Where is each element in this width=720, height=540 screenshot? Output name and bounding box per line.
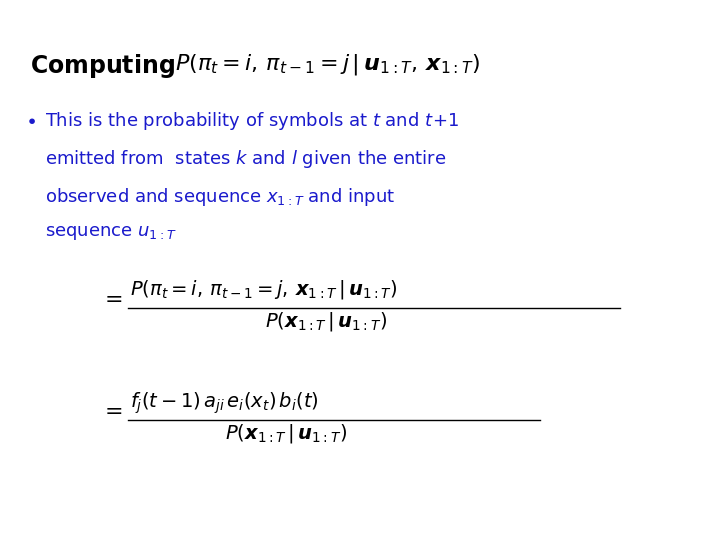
Text: $\mathbf{Computing}$: $\mathbf{Computing}$ bbox=[30, 52, 175, 80]
Text: $=$: $=$ bbox=[100, 400, 122, 420]
Text: emitted from  states $k$ and $l$ given the entire: emitted from states $k$ and $l$ given th… bbox=[45, 148, 446, 170]
Text: $\bullet$: $\bullet$ bbox=[25, 110, 36, 129]
Text: This is the probability of symbols at $t$ and $t\!+\!1$: This is the probability of symbols at $t… bbox=[45, 110, 459, 132]
Text: $f_j(t-1)\,a_{ji}\,e_i(x_t)\,b_i(t)$: $f_j(t-1)\,a_{ji}\,e_i(x_t)\,b_i(t)$ bbox=[130, 390, 319, 415]
Text: $=$: $=$ bbox=[100, 288, 122, 308]
Text: $P(\pi_t = i,\, \pi_{t-1} = j\,|\,\boldsymbol{u}_{1:T},\, \boldsymbol{x}_{1:T})$: $P(\pi_t = i,\, \pi_{t-1} = j\,|\,\bolds… bbox=[175, 52, 480, 77]
Text: $P(\boldsymbol{x}_{1:T}\,|\,\boldsymbol{u}_{1:T})$: $P(\boldsymbol{x}_{1:T}\,|\,\boldsymbol{… bbox=[265, 310, 387, 333]
Text: $P(\pi_t = i,\, \pi_{t-1} = j,\, \boldsymbol{x}_{1:T}\,|\,\boldsymbol{u}_{1:T})$: $P(\pi_t = i,\, \pi_{t-1} = j,\, \boldsy… bbox=[130, 278, 398, 301]
Text: $P(\boldsymbol{x}_{1:T}\,|\,\boldsymbol{u}_{1:T})$: $P(\boldsymbol{x}_{1:T}\,|\,\boldsymbol{… bbox=[225, 422, 347, 445]
Text: observed and sequence $x_{1:T}$ and input: observed and sequence $x_{1:T}$ and inpu… bbox=[45, 186, 395, 208]
Text: sequence $u_{1:T}$: sequence $u_{1:T}$ bbox=[45, 224, 176, 242]
